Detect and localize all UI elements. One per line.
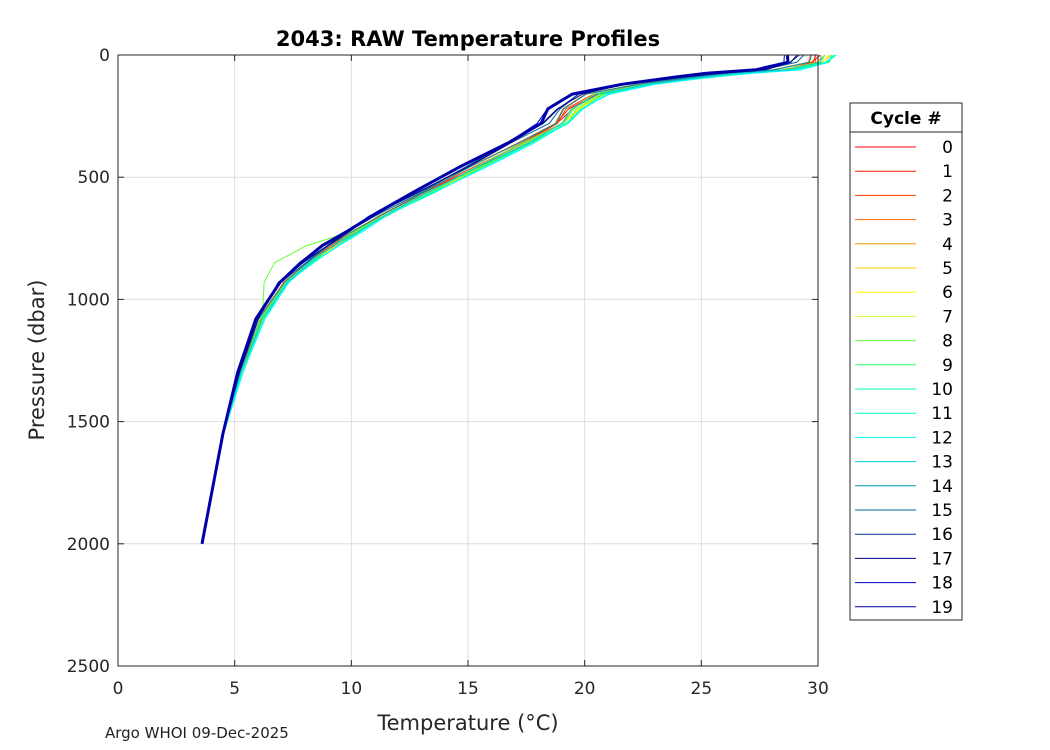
y-tick-label: 2500 (67, 657, 110, 677)
x-axis-label: Temperature (°C) (376, 711, 558, 735)
profile-line-cycle-13 (201, 54, 822, 544)
legend-label: 16 (931, 525, 953, 545)
legend-label: 5 (942, 259, 953, 279)
legend-label: 1 (942, 162, 953, 182)
x-tick-label: 0 (113, 679, 124, 699)
chart-title: 2043: RAW Temperature Profiles (276, 27, 660, 51)
legend-label: 7 (942, 307, 953, 327)
legend-label: 12 (931, 428, 953, 448)
y-tick-label: 500 (78, 168, 110, 188)
legend-label: 13 (931, 453, 953, 473)
legend-label: 8 (942, 332, 953, 352)
profile-line-cycle-12 (201, 54, 833, 544)
legend-label: 2 (942, 186, 953, 206)
legend-label: 17 (931, 549, 953, 569)
y-tick-label: 1500 (67, 413, 110, 433)
x-tick-label: 10 (341, 679, 363, 699)
y-axis-label: Pressure (dbar) (25, 280, 49, 441)
legend-label: 19 (931, 598, 953, 618)
y-tick-label: 2000 (67, 535, 110, 555)
grid (118, 55, 818, 666)
legend-label: 4 (942, 235, 953, 255)
series-lines (200, 54, 837, 545)
x-tick-label: 20 (574, 679, 596, 699)
x-tick-label: 15 (457, 679, 479, 699)
legend-label: 10 (931, 380, 953, 400)
legend-label: 18 (931, 574, 953, 594)
legend-label: 0 (942, 138, 953, 158)
x-tick-label: 25 (691, 679, 713, 699)
legend-label: 6 (942, 283, 953, 303)
x-tick-label: 5 (229, 679, 240, 699)
profile-line-cycle-19 (200, 54, 790, 545)
legend-label: 14 (931, 477, 953, 497)
legend-title: Cycle # (870, 109, 941, 129)
x-tick-label: 30 (807, 679, 829, 699)
legend-label: 15 (931, 501, 953, 521)
y-axis-ticks: 0 500 1000 1500 2000 2500 (67, 46, 818, 677)
y-tick-label: 0 (99, 46, 110, 66)
y-tick-label: 1000 (67, 290, 110, 310)
profile-line-cycle-14 (201, 54, 812, 544)
footer-credit: Argo WHOI 09-Dec-2025 (105, 724, 289, 742)
legend-label: 11 (931, 404, 953, 424)
legend-label: 9 (942, 356, 953, 376)
x-axis-ticks: 0 5 10 15 20 25 30 (113, 55, 829, 699)
legend-label: 3 (942, 211, 953, 231)
